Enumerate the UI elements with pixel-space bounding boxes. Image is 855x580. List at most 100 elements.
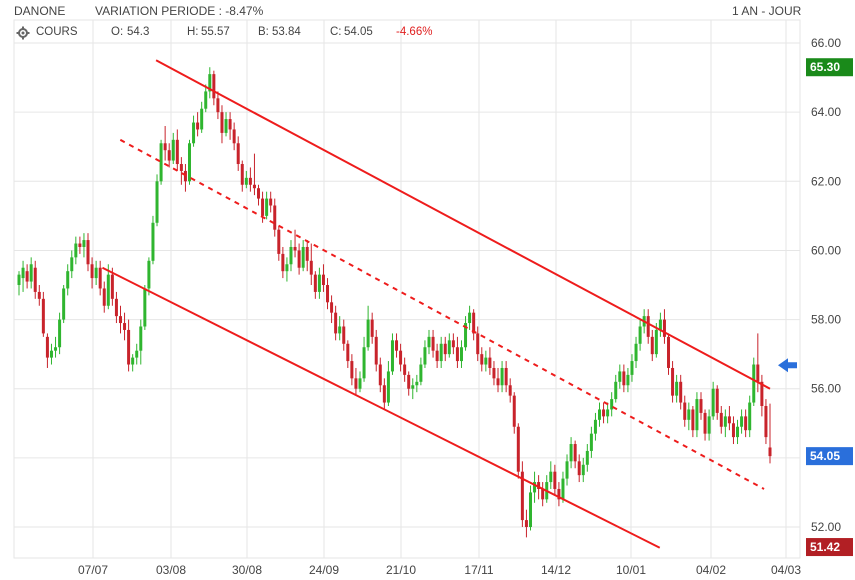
candle-body xyxy=(155,181,159,223)
candle-body xyxy=(326,285,330,303)
candle xyxy=(139,319,143,365)
candle xyxy=(727,406,731,431)
candle xyxy=(248,167,252,192)
candle xyxy=(459,340,463,368)
candle xyxy=(179,157,183,185)
candle xyxy=(480,347,484,372)
candle-body xyxy=(54,347,58,351)
candle-body xyxy=(37,291,41,299)
candle xyxy=(257,184,261,206)
candle-body xyxy=(671,367,675,396)
candle xyxy=(390,333,394,375)
candle-body xyxy=(415,381,419,386)
candle-body xyxy=(334,312,338,334)
candle xyxy=(330,295,334,324)
candle-body xyxy=(143,288,147,327)
candle xyxy=(196,112,200,137)
candle xyxy=(151,215,155,265)
candle-body xyxy=(707,416,711,434)
candle-body xyxy=(439,343,443,362)
candle xyxy=(606,402,610,424)
candle-body xyxy=(41,298,45,334)
candles xyxy=(17,67,772,538)
candle xyxy=(305,240,309,272)
candle-body xyxy=(297,250,301,268)
candle xyxy=(610,392,614,417)
y-tick-label: 52.00 xyxy=(811,520,841,534)
candle xyxy=(244,170,248,189)
candle xyxy=(382,378,386,410)
candle xyxy=(54,336,58,358)
candle xyxy=(545,475,549,503)
candle xyxy=(679,374,683,410)
candle-body xyxy=(110,274,114,299)
low-price-badge: 51.42 xyxy=(806,538,853,557)
candle-body xyxy=(484,357,488,365)
candle xyxy=(472,309,476,341)
candle xyxy=(630,354,634,382)
open-value: 54.3 xyxy=(127,26,150,38)
candle-body xyxy=(159,143,163,182)
candle xyxy=(98,260,102,296)
candle-body xyxy=(699,399,703,413)
candle-body xyxy=(561,478,565,500)
candle xyxy=(94,260,98,286)
candle-body xyxy=(752,364,756,403)
candle-body xyxy=(135,350,139,358)
candle xyxy=(533,471,537,503)
candle xyxy=(695,392,699,438)
candle-body xyxy=(212,74,216,99)
period-selector[interactable]: 1 AN - JOUR xyxy=(732,4,802,18)
candle xyxy=(70,250,74,279)
candle xyxy=(350,354,354,386)
candle-body xyxy=(277,229,281,254)
trend-line xyxy=(101,266,661,549)
candle xyxy=(598,402,602,427)
x-tick-label: 10/01 xyxy=(616,563,646,577)
candle xyxy=(167,143,171,168)
candle-body xyxy=(346,343,350,362)
x-tick-label: 14/12 xyxy=(541,563,571,577)
candle xyxy=(719,406,723,434)
candle xyxy=(687,402,691,431)
candle xyxy=(707,409,711,441)
candle-body xyxy=(240,164,244,185)
candle xyxy=(187,139,191,185)
candle xyxy=(58,312,62,355)
candle xyxy=(492,361,496,386)
candle-body xyxy=(196,122,200,130)
y-tick-label: 66.00 xyxy=(811,36,841,50)
candle-body xyxy=(66,271,70,289)
candle-body xyxy=(216,98,220,113)
candle-body xyxy=(362,347,366,379)
candle-body xyxy=(646,316,650,337)
candle xyxy=(516,423,520,479)
candle xyxy=(220,105,224,144)
last-price-badge: 54.05 xyxy=(806,447,853,466)
candle xyxy=(395,333,399,358)
candle-body xyxy=(614,381,618,400)
candle-body xyxy=(443,343,447,355)
candle xyxy=(760,374,764,417)
gear-icon[interactable] xyxy=(16,26,30,40)
candle-body xyxy=(25,271,29,282)
candle xyxy=(74,236,78,265)
candle xyxy=(736,419,740,445)
candle-body xyxy=(390,340,394,372)
candle-body xyxy=(244,177,248,185)
candle-body xyxy=(330,302,334,313)
candle xyxy=(90,257,94,289)
candle-body xyxy=(581,464,585,476)
candle xyxy=(127,319,131,372)
candle xyxy=(748,395,752,438)
candle xyxy=(585,444,589,472)
candle-body xyxy=(261,198,265,216)
candle xyxy=(293,229,297,258)
candle xyxy=(658,312,662,337)
candle-body xyxy=(236,143,240,165)
candle-body xyxy=(638,326,642,344)
candle xyxy=(577,454,581,483)
candle xyxy=(102,281,106,313)
candle xyxy=(451,333,455,355)
candle-body xyxy=(537,482,541,489)
